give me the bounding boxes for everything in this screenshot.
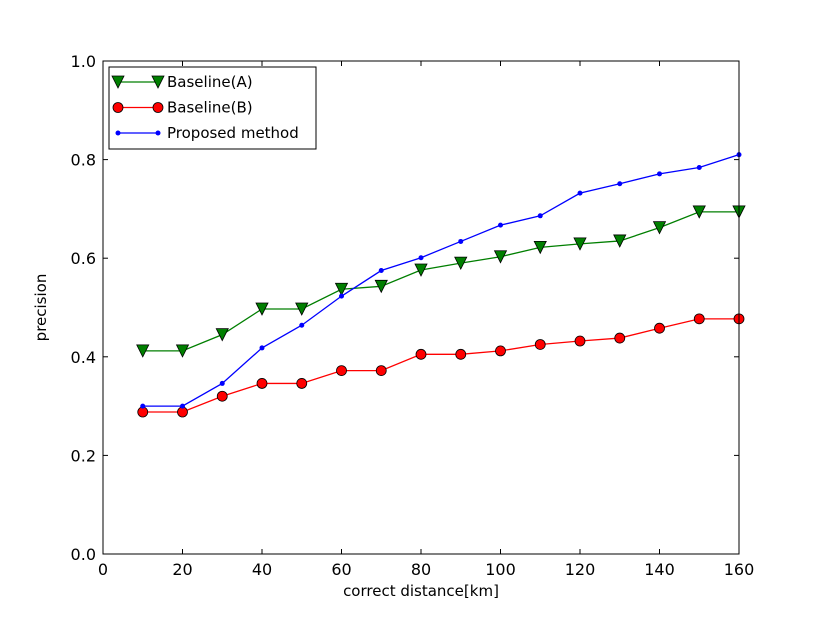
data-point bbox=[613, 234, 627, 248]
series-line bbox=[142, 211, 739, 352]
data-point bbox=[259, 345, 265, 351]
data-point bbox=[256, 378, 268, 389]
data-point bbox=[534, 339, 546, 350]
data-point bbox=[617, 181, 623, 187]
series-line bbox=[142, 318, 739, 413]
legend-label: Baseline(A) bbox=[167, 73, 253, 91]
data-point bbox=[654, 322, 665, 334]
legend: Baseline(A) Baseline(B) Proposed method bbox=[108, 66, 317, 150]
legend-marker bbox=[112, 102, 124, 113]
series-0 bbox=[136, 205, 746, 358]
data-point bbox=[693, 313, 705, 325]
legend-marker bbox=[115, 130, 121, 136]
data-point bbox=[692, 205, 706, 219]
series-line bbox=[142, 154, 740, 407]
y-tick-label: 0.8 bbox=[71, 151, 96, 170]
data-point bbox=[493, 250, 508, 264]
legend-marker bbox=[152, 102, 164, 113]
x-tick-label: 160 bbox=[724, 560, 755, 579]
series-2 bbox=[140, 152, 742, 409]
data-point bbox=[296, 378, 308, 389]
series-layer bbox=[136, 152, 746, 418]
data-point bbox=[454, 256, 468, 271]
tick-labels: 0 20 40 60 80 100 120 140 160 0.0 0.2 0.4 0.6 0.8 1.0 bbox=[71, 52, 755, 579]
data-point bbox=[136, 344, 150, 358]
data-point bbox=[614, 332, 626, 344]
x-tick-label: 80 bbox=[411, 560, 431, 579]
data-point bbox=[458, 238, 464, 244]
y-tick-label: 0.2 bbox=[71, 446, 96, 465]
data-point bbox=[219, 380, 225, 386]
y-tick-label: 1.0 bbox=[71, 52, 96, 71]
data-point bbox=[295, 302, 309, 316]
data-point bbox=[175, 344, 190, 358]
data-point bbox=[339, 293, 344, 299]
data-point bbox=[140, 403, 146, 409]
data-point bbox=[255, 302, 269, 316]
data-point bbox=[378, 268, 384, 274]
plot-frame bbox=[102, 60, 740, 555]
legend-marker bbox=[155, 130, 161, 136]
data-point bbox=[418, 255, 424, 261]
data-point bbox=[533, 240, 547, 255]
x-tick-label: 20 bbox=[172, 560, 192, 579]
x-tick-label: 0 bbox=[98, 560, 108, 579]
data-point bbox=[455, 348, 467, 360]
legend-marker bbox=[111, 75, 125, 89]
data-point bbox=[180, 403, 185, 409]
x-tick-label: 40 bbox=[252, 560, 272, 579]
x-tick-label: 120 bbox=[565, 560, 596, 579]
data-point bbox=[696, 164, 702, 170]
legend-label: Baseline(B) bbox=[167, 99, 253, 117]
data-point bbox=[573, 237, 587, 251]
legend-marker bbox=[151, 75, 165, 89]
data-point bbox=[498, 222, 503, 228]
data-point bbox=[537, 213, 543, 219]
data-point bbox=[299, 322, 305, 328]
legend-label: Proposed method bbox=[167, 124, 299, 142]
data-point bbox=[657, 171, 662, 177]
data-point bbox=[495, 345, 506, 357]
x-axis-label: correct distance[km] bbox=[343, 582, 499, 600]
data-point bbox=[577, 190, 583, 196]
y-tick-label: 0.0 bbox=[71, 545, 96, 564]
y-tick-label: 0.4 bbox=[71, 348, 96, 367]
data-point bbox=[652, 221, 667, 235]
data-point bbox=[375, 365, 387, 377]
data-point bbox=[215, 328, 229, 342]
y-axis-label: precision bbox=[32, 274, 50, 342]
data-point bbox=[334, 282, 349, 297]
x-tick-label: 60 bbox=[331, 560, 351, 579]
x-tick-label: 100 bbox=[485, 560, 516, 579]
data-point bbox=[374, 279, 388, 294]
x-tick-label: 140 bbox=[644, 560, 675, 579]
series-1 bbox=[137, 313, 745, 418]
data-point bbox=[414, 263, 428, 277]
data-point bbox=[336, 365, 347, 377]
data-point bbox=[415, 348, 427, 360]
data-point bbox=[216, 390, 228, 402]
y-tick-label: 0.6 bbox=[71, 249, 96, 268]
data-point bbox=[574, 335, 586, 347]
